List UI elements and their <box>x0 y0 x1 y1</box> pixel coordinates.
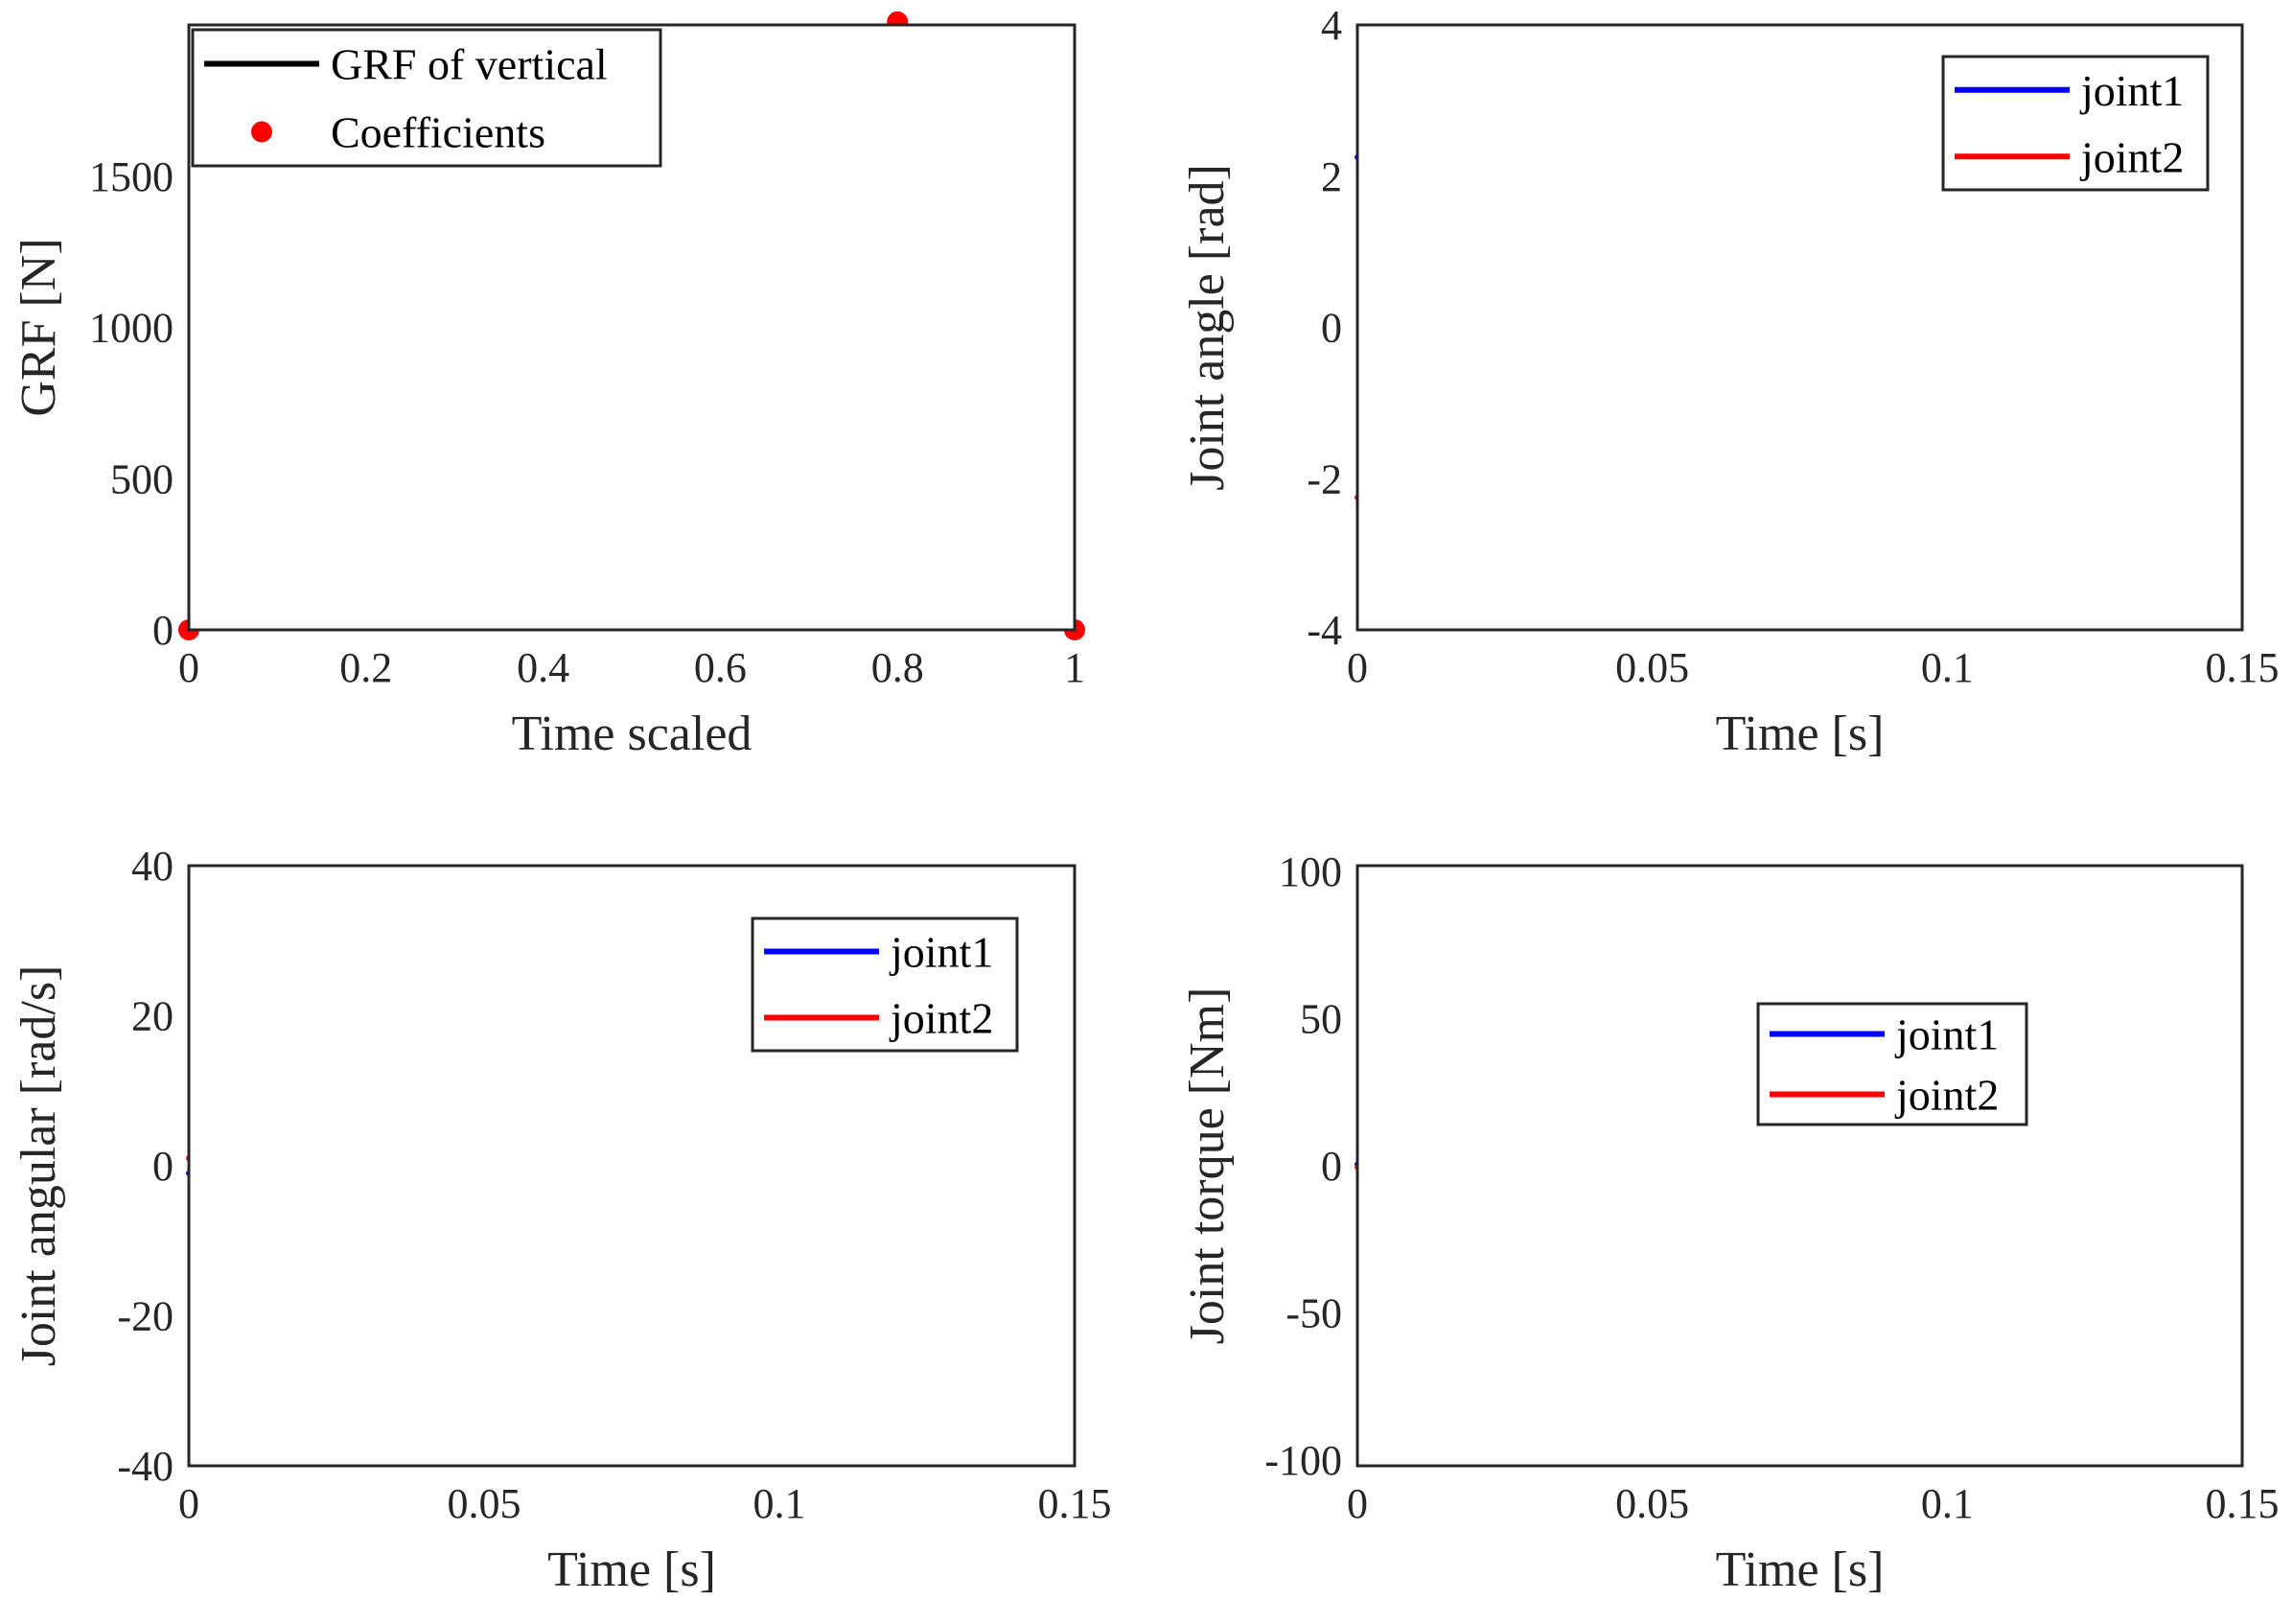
legend-label: joint1 <box>1894 1010 1999 1059</box>
x-axis-label: Time [s] <box>1716 707 1885 761</box>
x-axis-label: Time [s] <box>547 1543 716 1597</box>
x-axis-label: Time [s] <box>1716 1543 1885 1597</box>
y-tick-label: 50 <box>1300 996 1342 1043</box>
x-tick-label: 0.05 <box>448 1480 521 1527</box>
y-tick-label: -40 <box>117 1443 174 1490</box>
y-axis-label: Joint angular [rad/s] <box>12 965 66 1367</box>
legend-label: joint1 <box>2079 66 2184 115</box>
legend-label: joint2 <box>1894 1071 1999 1120</box>
x-tick-label: 0.1 <box>753 1480 806 1527</box>
y-tick-label: 40 <box>131 843 174 890</box>
y-tick-label: 0 <box>1321 1143 1342 1190</box>
legend-box <box>191 28 662 168</box>
y-tick-label: -100 <box>1264 1437 1342 1484</box>
axes-grf: 0 0.2 0.4 0.6 0.8 1 0 500 1000 1500 Time scaled GRF… <box>12 12 1085 761</box>
legend-label: joint1 <box>889 928 993 977</box>
x-tick-label: 0.2 <box>339 644 392 691</box>
x-tick-label: 0.15 <box>2206 1480 2280 1527</box>
x-tick-label: 0.15 <box>2206 644 2280 691</box>
legend-marker <box>251 121 272 143</box>
x-tick-label: 0.8 <box>871 644 924 691</box>
y-tick-label: 20 <box>131 993 174 1040</box>
y-tick-label: -4 <box>1307 607 1342 654</box>
y-tick-label: 1500 <box>89 153 174 200</box>
x-tick-label: 0 <box>1347 1480 1368 1527</box>
x-tick-label: 0.1 <box>1921 1480 1974 1527</box>
x-tick-label: 0 <box>1347 644 1368 691</box>
legend-label: joint2 <box>2079 132 2184 181</box>
y-tick-label: 1000 <box>89 305 174 352</box>
y-tick-label: -50 <box>1285 1289 1342 1336</box>
y-tick-label: 0 <box>152 1143 174 1190</box>
axes-angle: 0 0.05 0.1 0.15 -4 -2 0 2 4 Time [s] Joint angle [… <box>1180 2 2280 761</box>
legend-box <box>751 916 1019 1053</box>
legend: GRF of vertical Coefficients <box>191 28 662 168</box>
axes-velocity: 0 0.05 0.1 0.15 -40 -20 0 20 40 Time [s] Joint ang… <box>12 843 1112 1597</box>
legend-label: GRF of vertical <box>331 40 608 89</box>
x-tick-label: 0.6 <box>694 644 747 691</box>
y-tick-label: 0 <box>152 607 174 654</box>
y-tick-label: 500 <box>110 455 174 502</box>
legend: joint1 joint2 <box>1756 1002 2028 1126</box>
legend-label: Coefficients <box>331 108 545 157</box>
y-tick-label: 100 <box>1279 848 1342 895</box>
legend-box <box>1941 55 2210 192</box>
x-tick-label: 0.1 <box>1921 644 1974 691</box>
x-tick-label: 0.4 <box>517 644 569 691</box>
y-tick-label: 4 <box>1321 2 1342 49</box>
y-tick-label: -2 <box>1307 455 1342 502</box>
x-tick-label: 0.05 <box>1615 644 1689 691</box>
x-tick-label: 0 <box>178 644 199 691</box>
x-tick-label: 1 <box>1064 644 1085 691</box>
x-tick-label: 0.15 <box>1038 1480 1112 1527</box>
y-axis-label: Joint angle [rad] <box>1180 164 1235 491</box>
y-axis-label: Joint torque [Nm] <box>1180 987 1235 1345</box>
y-tick-label: -20 <box>117 1293 174 1340</box>
x-tick-label: 0 <box>178 1480 199 1527</box>
axes-frame <box>1355 864 2244 1468</box>
legend: joint1 joint2 <box>751 916 1019 1053</box>
x-tick-label: 0.05 <box>1615 1480 1689 1527</box>
legend-label: joint2 <box>889 994 993 1043</box>
legend: joint1 joint2 <box>1941 55 2210 192</box>
y-tick-label: 2 <box>1321 153 1342 200</box>
axes-torque: 0 0.05 0.1 0.15 -100 -50 0 50 100 Time [s] Joint t… <box>1180 848 2280 1597</box>
legend-box <box>1756 1002 2028 1126</box>
y-tick-label: 0 <box>1321 305 1342 352</box>
y-axis-label: GRF [N] <box>12 238 66 416</box>
x-axis-label: Time scaled <box>512 707 753 761</box>
